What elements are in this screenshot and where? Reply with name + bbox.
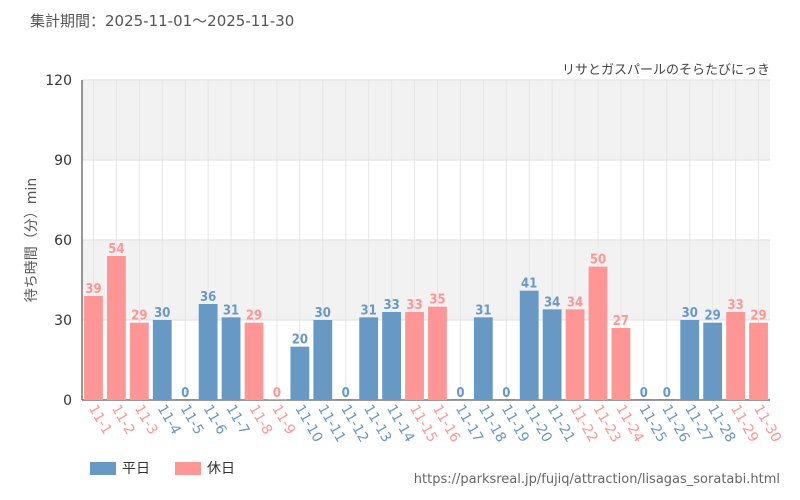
y-tick-label: 0	[63, 393, 72, 409]
bar	[84, 296, 103, 400]
bar	[565, 309, 585, 400]
bar-value-label: 0	[456, 386, 464, 401]
plot-band	[82, 240, 770, 320]
bar	[221, 317, 241, 400]
bar-value-label: 30	[682, 306, 698, 321]
legend-weekday: 平日	[90, 458, 150, 478]
bar	[542, 309, 562, 400]
bar	[680, 320, 700, 400]
bar-value-label: 31	[475, 303, 491, 318]
bar-value-label: 0	[502, 386, 510, 401]
bar	[290, 346, 310, 400]
bar	[749, 322, 768, 400]
x-tick-label: 11-2	[108, 402, 138, 438]
bar-value-label: 35	[429, 293, 445, 308]
bar	[405, 312, 424, 400]
legend-weekday-label: 平日	[122, 461, 150, 477]
bar	[634, 399, 654, 400]
plot-band	[82, 80, 770, 160]
legend-weekday-swatch	[90, 461, 116, 475]
bar	[267, 399, 287, 400]
y-axis-label: 待ち時間（分）min	[24, 178, 40, 302]
x-tick-label: 11-6	[200, 402, 230, 438]
legend-holiday-label: 休日	[207, 461, 235, 477]
bar	[496, 399, 516, 400]
bar	[336, 399, 356, 400]
bar	[657, 399, 677, 400]
bar	[611, 328, 631, 400]
bar	[129, 322, 149, 400]
bar-value-label: 29	[750, 309, 766, 324]
y-tick-label: 60	[54, 233, 72, 249]
x-tick-label: 11-3	[131, 402, 161, 438]
bar-value-label: 34	[567, 295, 583, 310]
bar-value-label: 0	[181, 386, 189, 401]
bar-value-label: 34	[544, 295, 560, 310]
legend-holiday-swatch	[175, 461, 201, 475]
bar-value-label: 29	[705, 309, 721, 324]
bar	[175, 399, 195, 400]
y-tick-label: 120	[45, 73, 72, 89]
bar-value-label: 50	[590, 253, 606, 268]
x-tick-label: 11-7	[223, 402, 253, 438]
bar	[726, 312, 746, 400]
legend-holiday: 休日	[175, 458, 235, 478]
x-tick-label: 11-1	[85, 402, 115, 438]
bar-value-label: 33	[406, 298, 422, 313]
bar	[519, 290, 539, 400]
x-tick-label: 11-8	[246, 402, 276, 438]
x-tick-label: 11-5	[177, 402, 207, 438]
bar	[244, 322, 264, 400]
bar	[428, 306, 447, 400]
bar	[198, 304, 218, 400]
bar-value-label: 31	[223, 303, 239, 318]
bar-value-label: 0	[663, 386, 671, 401]
period-label: 集計期間：2025-11-01～2025-11-30	[30, 12, 295, 30]
bar-value-label: 20	[292, 333, 308, 348]
bar-value-label: 54	[108, 242, 124, 257]
bar-value-label: 41	[521, 277, 537, 292]
bar-value-label: 30	[315, 306, 331, 321]
bar-value-label: 39	[85, 282, 101, 297]
bar	[313, 320, 333, 400]
bar	[588, 266, 608, 400]
bar	[473, 317, 493, 400]
bar-value-label: 31	[361, 303, 377, 318]
bar	[106, 256, 126, 400]
bar	[450, 399, 470, 400]
x-tick-label: 11-9	[268, 402, 298, 438]
y-tick-label: 30	[54, 313, 72, 329]
bar-value-label: 0	[640, 386, 648, 401]
y-tick-label: 90	[54, 153, 72, 169]
bar	[703, 322, 723, 400]
x-tick-label: 11-4	[154, 402, 184, 438]
bar-value-label: 0	[342, 386, 350, 401]
bar-value-label: 29	[131, 309, 147, 324]
source-url[interactable]: https://parksreal.jp/fujiq/attraction/li…	[413, 472, 780, 487]
bar-value-label: 33	[383, 298, 399, 313]
bar	[359, 317, 379, 400]
bar-value-label: 33	[727, 298, 743, 313]
bar-value-label: 36	[200, 290, 216, 305]
bar-value-label: 29	[246, 309, 262, 324]
bar-value-label: 27	[613, 314, 629, 329]
bar	[152, 320, 172, 400]
bar-value-label: 0	[273, 386, 281, 401]
bar	[382, 312, 402, 400]
chart-title: リサとガスパールのそらたびにっき	[562, 63, 770, 78]
bar-value-label: 30	[154, 306, 170, 321]
